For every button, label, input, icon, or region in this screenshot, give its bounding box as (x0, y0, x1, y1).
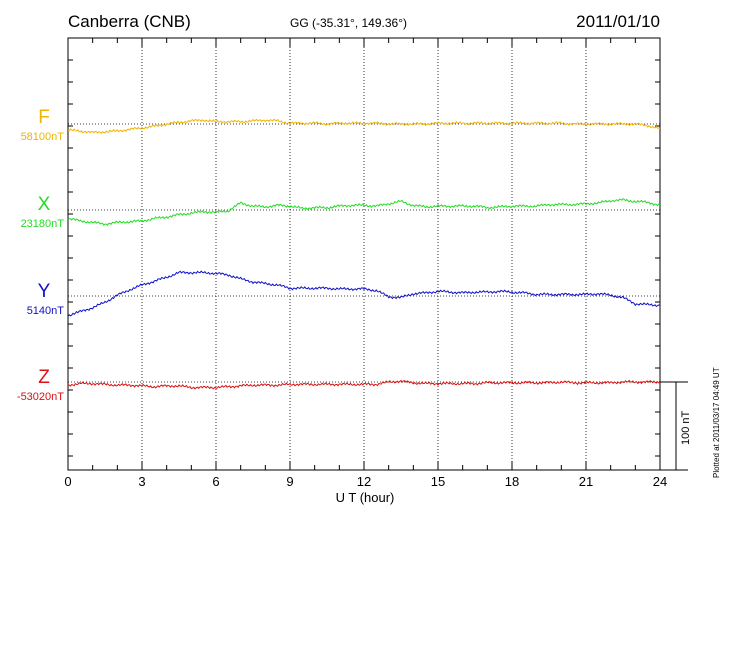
magnetometer-chart (67, 37, 688, 471)
component-baseline-x: 23180nT (20, 218, 64, 230)
component-baseline-y: 5140nT (26, 305, 64, 317)
plotted-note: Plotted at 2011/03/17 04:49 UT (712, 367, 721, 478)
component-letter-x: X (37, 194, 51, 215)
series-line-f (67, 118, 661, 135)
station-title: Canberra (CNB) (68, 12, 191, 31)
component-letter-f: F (38, 107, 50, 128)
x-tick-label: 3 (138, 474, 146, 489)
x-tick-label: 9 (286, 474, 294, 489)
scale-bar-label-box: 100 nT (676, 405, 704, 465)
component-letter-y: Y (37, 281, 51, 302)
plot-date: 2011/01/10 (576, 12, 660, 31)
x-tick-label: 24 (652, 474, 668, 489)
x-tick-label: 21 (578, 474, 594, 489)
x-tick-label: 18 (504, 474, 520, 489)
component-letter-z: Z (38, 367, 50, 388)
scale-bar-label: 100 nT (680, 410, 692, 445)
x-tick-label: 12 (356, 474, 372, 489)
station-coordinates: GG (-35.31°, 149.36°) (290, 16, 407, 30)
series-line-x (67, 198, 661, 226)
series-line-y (67, 270, 661, 317)
x-tick-label: 0 (64, 474, 72, 489)
plotted-note-box: Plotted at 2011/03/17 04:49 UT (712, 367, 726, 658)
series-line-z (67, 379, 661, 390)
component-baseline-f: 58100nT (20, 131, 64, 143)
component-baseline-z: -53020nT (16, 391, 64, 403)
x-tick-label: 15 (430, 474, 446, 489)
x-tick-label: 6 (212, 474, 220, 489)
x-axis-label: U T (hour) (335, 490, 395, 505)
